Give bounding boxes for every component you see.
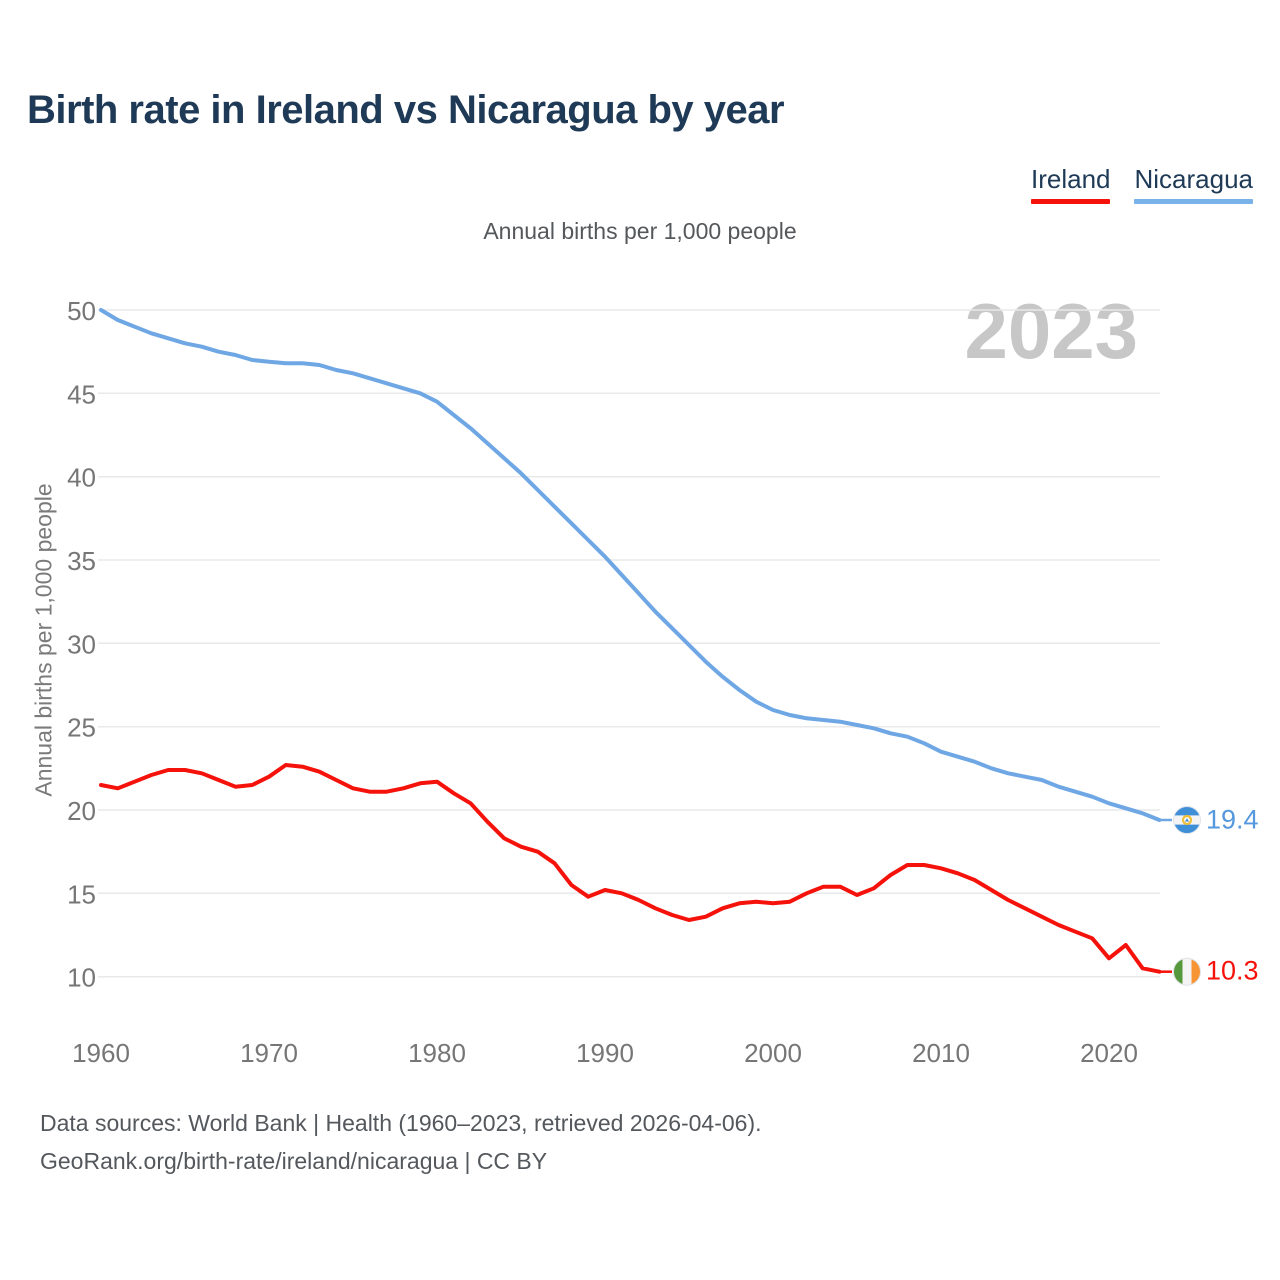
footer: Data sources: World Bank | Health (1960–…	[40, 1104, 762, 1180]
page-title: Birth rate in Ireland vs Nicaragua by ye…	[27, 88, 785, 132]
y-tick-label-15: 15	[67, 879, 96, 909]
legend-label-ireland: Ireland	[1030, 164, 1111, 194]
y-tick-label-10: 10	[67, 963, 96, 993]
x-tick-label-1960: 1960	[72, 1038, 130, 1068]
y-tick-label-20: 20	[67, 796, 96, 826]
series-line-ireland	[99, 763, 1162, 974]
nicaragua-flag-icon	[1173, 806, 1201, 834]
x-tick-label-1980: 1980	[408, 1038, 466, 1068]
legend-label-nicaragua: Nicaragua	[1134, 164, 1253, 194]
x-tick-label-1970: 1970	[240, 1038, 298, 1068]
nicaragua-flag-ring	[1173, 806, 1201, 834]
nicaragua-end-value-label: 19.4	[1206, 804, 1259, 835]
watermark-year: 2023	[964, 287, 1138, 375]
footer-attribution-line: GeoRank.org/birth-rate/ireland/nicaragua…	[40, 1148, 548, 1174]
y-tick-label-40: 40	[67, 463, 96, 493]
legend-swatch-ireland	[1030, 199, 1111, 204]
x-tick-label-2020: 2020	[1080, 1038, 1138, 1068]
x-tick-label-1990: 1990	[576, 1038, 634, 1068]
y-tick-label-50: 50	[67, 296, 96, 326]
x-tick-label-2000: 2000	[744, 1038, 802, 1068]
y-tick-label-35: 35	[67, 546, 96, 576]
ireland-flag-icon	[1173, 958, 1201, 986]
chart-subtitle: Annual births per 1,000 people	[483, 218, 797, 244]
legend-swatch-nicaragua	[1134, 199, 1253, 204]
y-tick-label-30: 30	[67, 629, 96, 659]
ireland-end-value-label: 10.3	[1206, 955, 1259, 986]
legend-item-ireland[interactable]: Ireland	[1030, 164, 1111, 204]
legend: Ireland Nicaragua	[1030, 164, 1253, 204]
ireland-flag-ring	[1173, 957, 1201, 986]
footer-sources-line: Data sources: World Bank | Health (1960–…	[40, 1110, 762, 1136]
series-line-nicaragua	[99, 308, 1162, 822]
y-tick-label-25: 25	[67, 713, 96, 743]
y-tick-label-45: 45	[67, 379, 96, 409]
x-tick-label-2010: 2010	[912, 1038, 970, 1068]
legend-item-nicaragua[interactable]: Nicaragua	[1134, 164, 1253, 204]
